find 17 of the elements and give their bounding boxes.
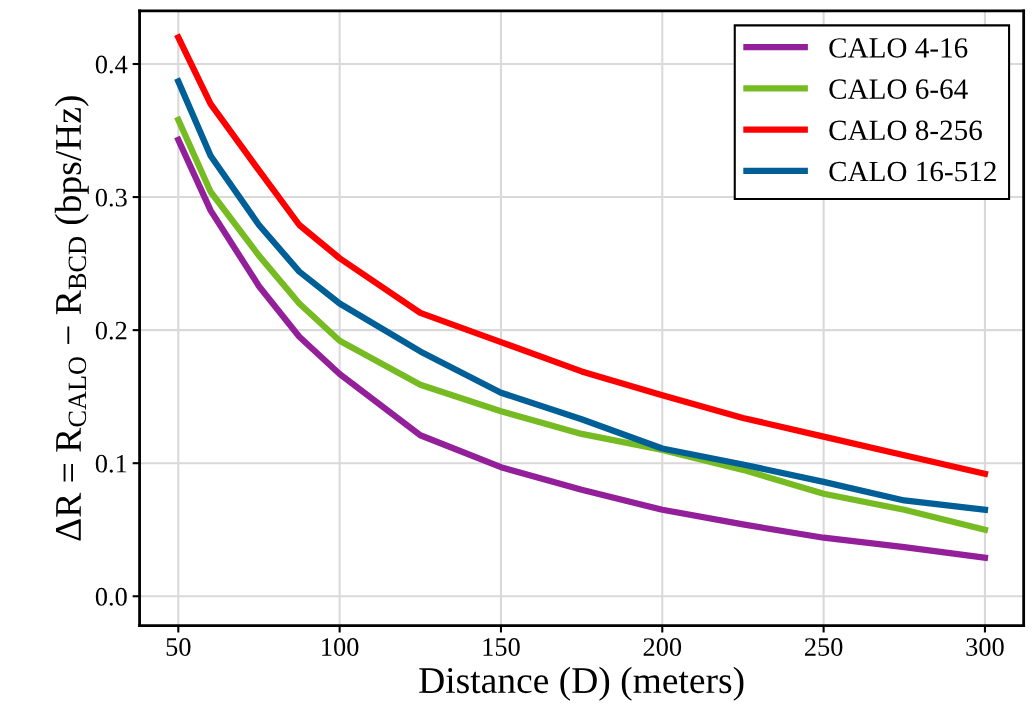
x-tick-label: 200 [643, 638, 682, 656]
x-axis-title: Distance (D) (meters) [419, 666, 744, 701]
x-tick-label: 150 [483, 638, 520, 656]
x-tick-label: 250 [804, 638, 843, 656]
y-tick-label: 0.1 [95, 454, 127, 473]
y-axis-title: ΔR = R$_{CALO}$ − R$_{BCD}$ (bps/Hz) [54, 96, 89, 541]
x-tick-label: 100 [322, 638, 359, 656]
x-tick-label: 50 [166, 638, 191, 656]
legend-label: CALO 4-16 [829, 38, 968, 58]
y-tick-label: 0.0 [95, 587, 127, 606]
legend-label: CALO 16-512 [829, 161, 996, 182]
y-tick-label: 0.3 [95, 188, 127, 207]
legend-label: CALO 6-64 [829, 79, 968, 99]
y-tick-label: 0.4 [95, 55, 128, 74]
y-tick-label: 0.2 [95, 321, 127, 340]
x-tick-label: 300 [966, 638, 1004, 656]
legend-label: CALO 8-256 [829, 120, 982, 141]
